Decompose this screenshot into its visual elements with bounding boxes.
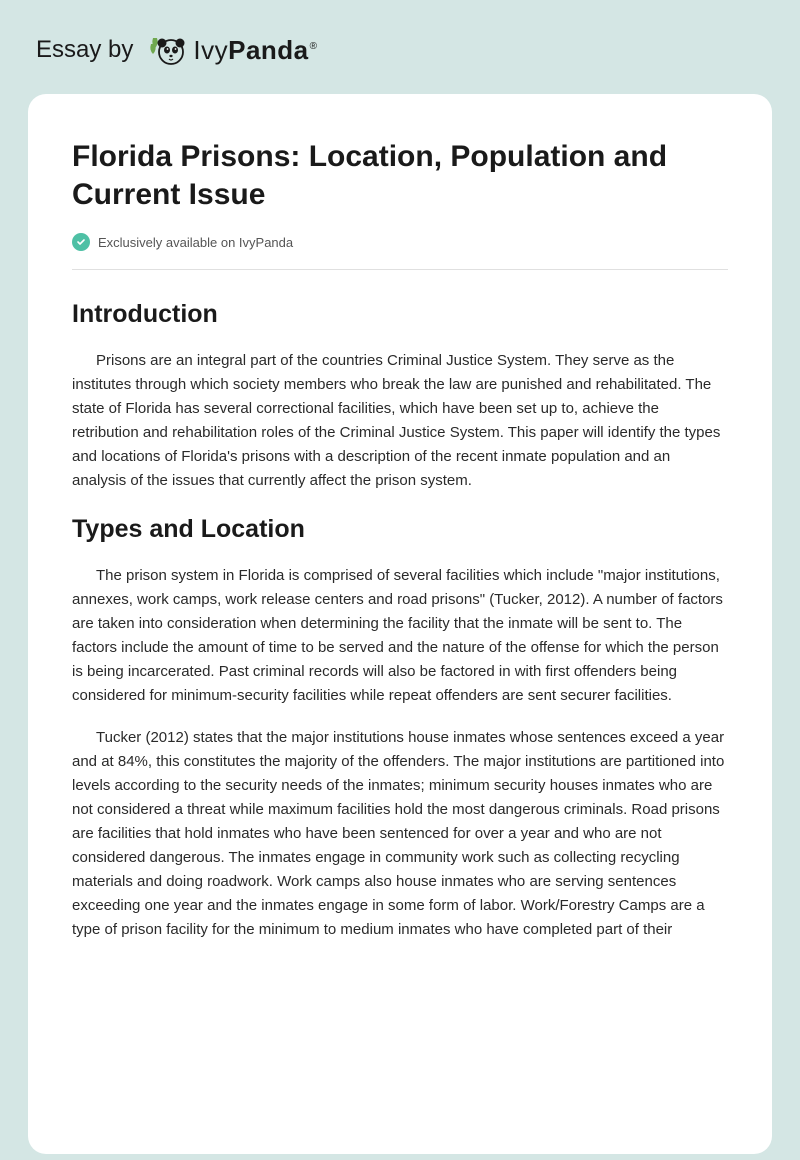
brand-ivy: Ivy bbox=[193, 35, 228, 65]
body-paragraph: Prisons are an integral part of the coun… bbox=[72, 349, 728, 493]
essay-by-label: Essay by bbox=[36, 36, 133, 64]
brand-logo: IvyPanda® bbox=[147, 30, 317, 70]
section-heading-introduction: Introduction bbox=[72, 300, 728, 329]
document-card: Florida Prisons: Location, Population an… bbox=[28, 94, 772, 1154]
check-badge-icon bbox=[72, 233, 90, 251]
brand-panda: Panda bbox=[228, 35, 309, 65]
body-paragraph: Tucker (2012) states that the major inst… bbox=[72, 726, 728, 942]
section-heading-types-location: Types and Location bbox=[72, 515, 728, 544]
body-paragraph: The prison system in Florida is comprise… bbox=[72, 564, 728, 708]
panda-leaf-icon bbox=[147, 30, 187, 70]
exclusive-row: Exclusively available on IvyPanda bbox=[72, 233, 728, 270]
page-wrapper: Essay by IvyPanda® bbox=[0, 0, 800, 1154]
document-title: Florida Prisons: Location, Population an… bbox=[72, 138, 728, 213]
brand-name: IvyPanda® bbox=[193, 35, 317, 66]
header: Essay by IvyPanda® bbox=[28, 30, 772, 70]
registered-mark: ® bbox=[310, 41, 318, 52]
exclusive-text: Exclusively available on IvyPanda bbox=[98, 235, 293, 250]
